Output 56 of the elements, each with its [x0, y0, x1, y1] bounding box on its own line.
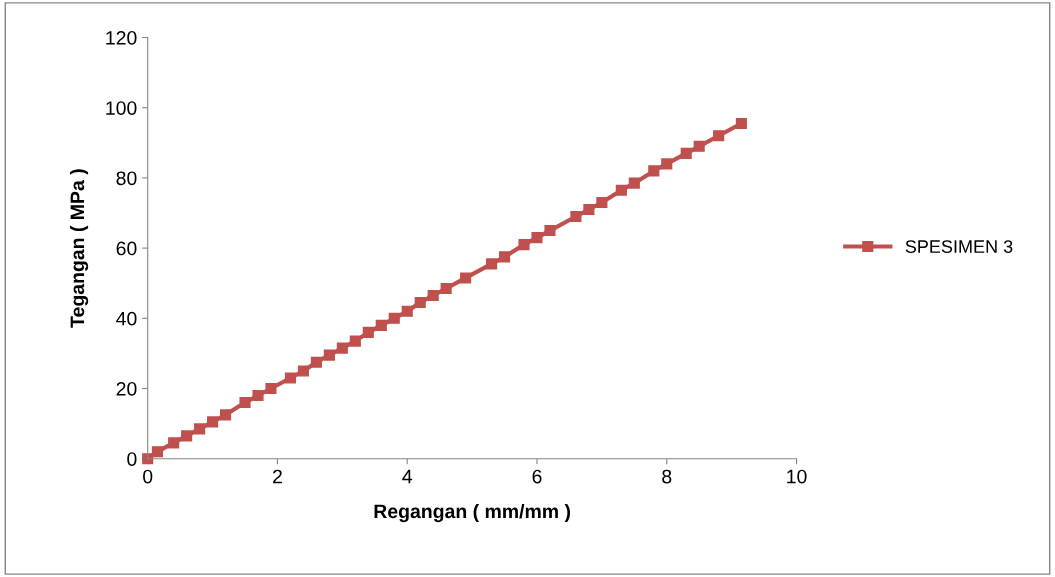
point: [414, 296, 426, 309]
x-tick-label: 10: [787, 469, 807, 484]
point: [680, 147, 692, 159]
point: [498, 251, 511, 263]
point: [142, 453, 154, 465]
point: [181, 430, 193, 442]
point: [713, 130, 725, 142]
point: [220, 409, 232, 421]
point: [349, 335, 361, 347]
y-tick-label: 0: [127, 452, 137, 466]
x-tick-label: 6: [532, 469, 542, 484]
x-tick-label: 8: [662, 469, 672, 484]
x-tick-label: 4: [402, 469, 413, 484]
y-axis-title: Tegangan ( MPa ): [69, 169, 89, 328]
point: [648, 165, 660, 177]
point: [693, 140, 705, 152]
point: [297, 365, 309, 377]
legend-label: SPESIMEN 3: [905, 240, 1013, 253]
point: [570, 210, 582, 223]
point: [239, 396, 251, 409]
y-tick-label: 40: [116, 311, 137, 326]
point: [323, 349, 335, 361]
point: [388, 312, 400, 324]
point: [310, 356, 322, 368]
point: [401, 305, 413, 317]
point: [628, 177, 640, 189]
y-tick-label: 80: [116, 171, 137, 186]
point: [518, 239, 530, 251]
point: [735, 117, 747, 130]
x-tick-label: 0: [143, 469, 153, 484]
point: [427, 289, 439, 302]
point: [486, 258, 498, 270]
y-tick-label: 60: [116, 241, 137, 256]
point: [336, 342, 348, 354]
point: [265, 382, 277, 395]
point: [531, 232, 543, 244]
point: [194, 423, 206, 435]
point: [596, 196, 608, 209]
point: [168, 437, 180, 449]
point: [661, 158, 673, 170]
point: [583, 203, 595, 216]
point: [284, 372, 296, 384]
y-tick-label: 20: [116, 381, 137, 396]
point: [615, 184, 627, 196]
point: [460, 272, 472, 284]
y-tick-label: 120: [106, 30, 137, 45]
point: [544, 225, 556, 237]
point: [252, 389, 264, 402]
x-tick-label: 2: [273, 469, 282, 484]
point: [151, 446, 163, 458]
point: [207, 416, 219, 428]
x-axis-title: Regangan ( mm/mm ): [374, 503, 570, 523]
point: [362, 326, 374, 338]
y-tick-label: 100: [106, 101, 137, 115]
point: [375, 319, 387, 331]
point: [440, 282, 452, 295]
